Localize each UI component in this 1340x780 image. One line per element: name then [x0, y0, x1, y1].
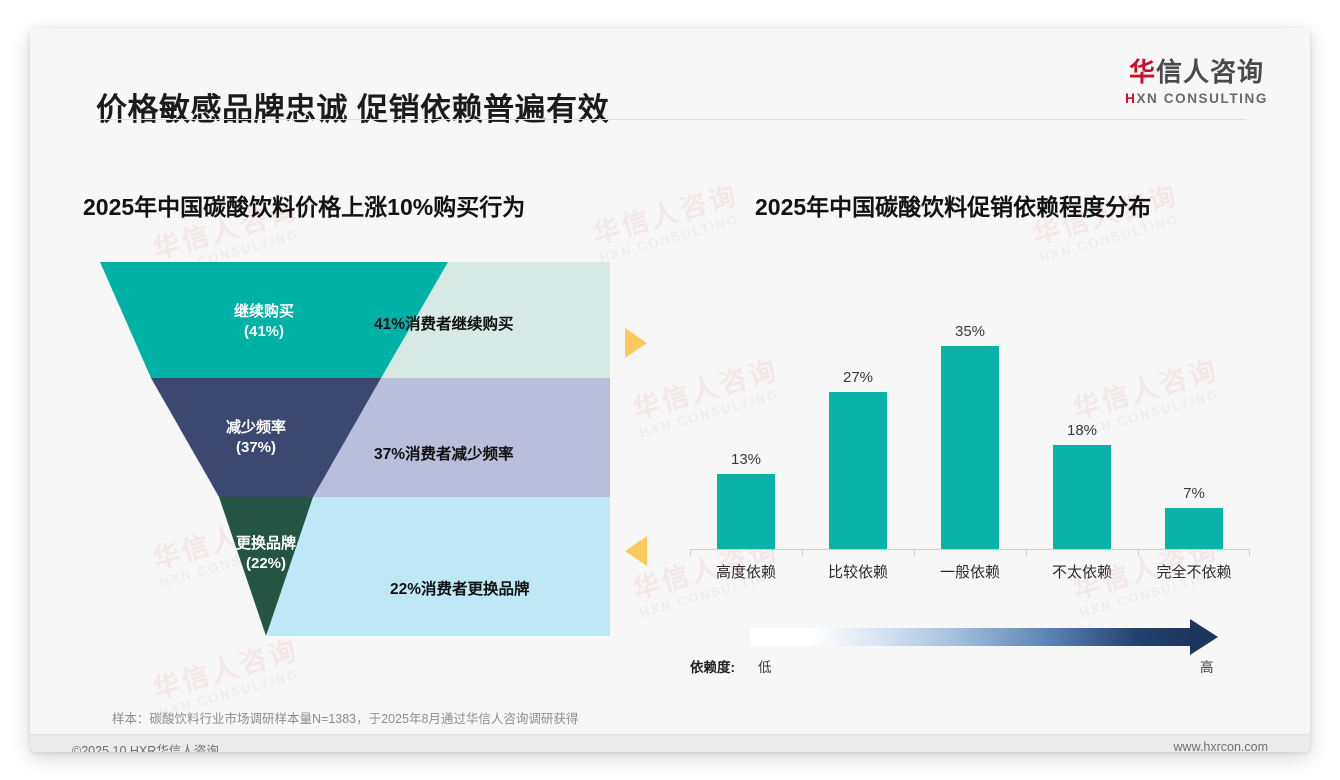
bar-category-label: 比较依赖 — [827, 564, 889, 581]
funnel-side-panel — [268, 497, 610, 636]
watermark-en: HXN CONSULTING — [597, 211, 741, 266]
watermark: 华信人咨询 HXN CONSULTING — [149, 634, 306, 721]
bar-rect[interactable] — [1053, 445, 1111, 549]
slide-card: 华信人咨询 HXN CONSULTING 华信人咨询 HXN CONSULTIN… — [30, 28, 1310, 752]
axis-tick — [1026, 550, 1027, 556]
logo-en-rest: XN CONSULTING — [1136, 90, 1268, 106]
footer-divider — [30, 734, 1310, 735]
page-title: 价格敏感品牌忠诚 促销依赖普遍有效 — [96, 92, 610, 127]
dependency-gradient-legend: 依赖度: 低 高 — [690, 619, 1250, 680]
bar-value-label: 18% — [1066, 422, 1098, 439]
funnel-segment — [151, 378, 381, 497]
axis-tick — [914, 550, 915, 556]
axis-tick — [690, 550, 691, 556]
logo-accent-char: 华 — [1129, 57, 1157, 87]
sample-footnote: 样本：碳酸饮料行业市场调研样本量N=1383，于2025年8月通过华信人咨询调研… — [112, 712, 579, 726]
logo-rest-chars: 信人咨询 — [1156, 57, 1265, 87]
bar-category-label: 完全不依赖 — [1156, 564, 1232, 581]
footer-copyright: ©2025.10 HXR华信人咨询 — [72, 744, 219, 752]
footer-bar — [30, 735, 1310, 752]
bar-category-label: 一般依赖 — [939, 564, 1001, 581]
legend-low-label: 低 — [758, 660, 772, 675]
bar-chart: 13% 高度依赖 27% 比较依赖 35% 一般依赖 18% 不太依赖 7% 完… — [690, 276, 1270, 596]
logo-chinese: 华信人咨询 — [1125, 58, 1268, 87]
funnel-segment — [100, 262, 448, 378]
arrow-left-icon — [625, 536, 647, 566]
bar-rect[interactable] — [829, 392, 887, 549]
logo-english: HXN CONSULTING — [1125, 91, 1268, 106]
bar-value-label: 27% — [842, 369, 874, 386]
legend-high-label: 高 — [1200, 660, 1214, 675]
footer-website[interactable]: www.hxrcon.com — [1173, 740, 1268, 752]
watermark-cn: 华信人咨询 — [589, 179, 742, 250]
header-divider — [96, 119, 1246, 120]
bar-category-label: 高度依赖 — [715, 564, 777, 581]
funnel-segment — [219, 497, 313, 636]
logo-en-accent: H — [1125, 90, 1137, 106]
bar-rect[interactable] — [1165, 508, 1223, 549]
bar-category-label: 不太依赖 — [1051, 564, 1113, 581]
gradient-arrow-icon — [1190, 619, 1218, 655]
bar-rect[interactable] — [717, 474, 775, 549]
left-section-heading: 2025年中国碳酸饮料价格上涨10%购买行为 — [83, 194, 526, 220]
arrow-right-icon — [625, 328, 647, 358]
funnel-chart: 继续购买 (41%) 减少频率 (37%) 更换品牌 (22%) 41%消费者继… — [100, 262, 610, 636]
axis-tick — [802, 550, 803, 556]
legend-title: 依赖度: — [690, 660, 735, 675]
axis-tick — [1138, 550, 1139, 556]
funnel-svg — [100, 262, 610, 636]
bar-rect[interactable] — [941, 346, 999, 549]
watermark-cn: 华信人咨询 — [149, 634, 302, 705]
right-section-heading: 2025年中国碳酸饮料促销依赖程度分布 — [755, 194, 1152, 220]
brand-logo: 华信人咨询 HXN CONSULTING — [1125, 58, 1268, 106]
header: 价格敏感品牌忠诚 促销依赖普遍有效 华信人咨询 HXN CONSULTING — [30, 28, 1310, 128]
gradient-bar — [750, 628, 1190, 646]
bar-value-label: 35% — [954, 323, 986, 340]
bar-value-label: 13% — [730, 451, 762, 468]
bar-chart-axis — [690, 549, 1250, 550]
watermark: 华信人咨询 HXN CONSULTING — [589, 179, 746, 266]
bar-value-label: 7% — [1183, 485, 1205, 502]
axis-tick — [1249, 550, 1250, 556]
